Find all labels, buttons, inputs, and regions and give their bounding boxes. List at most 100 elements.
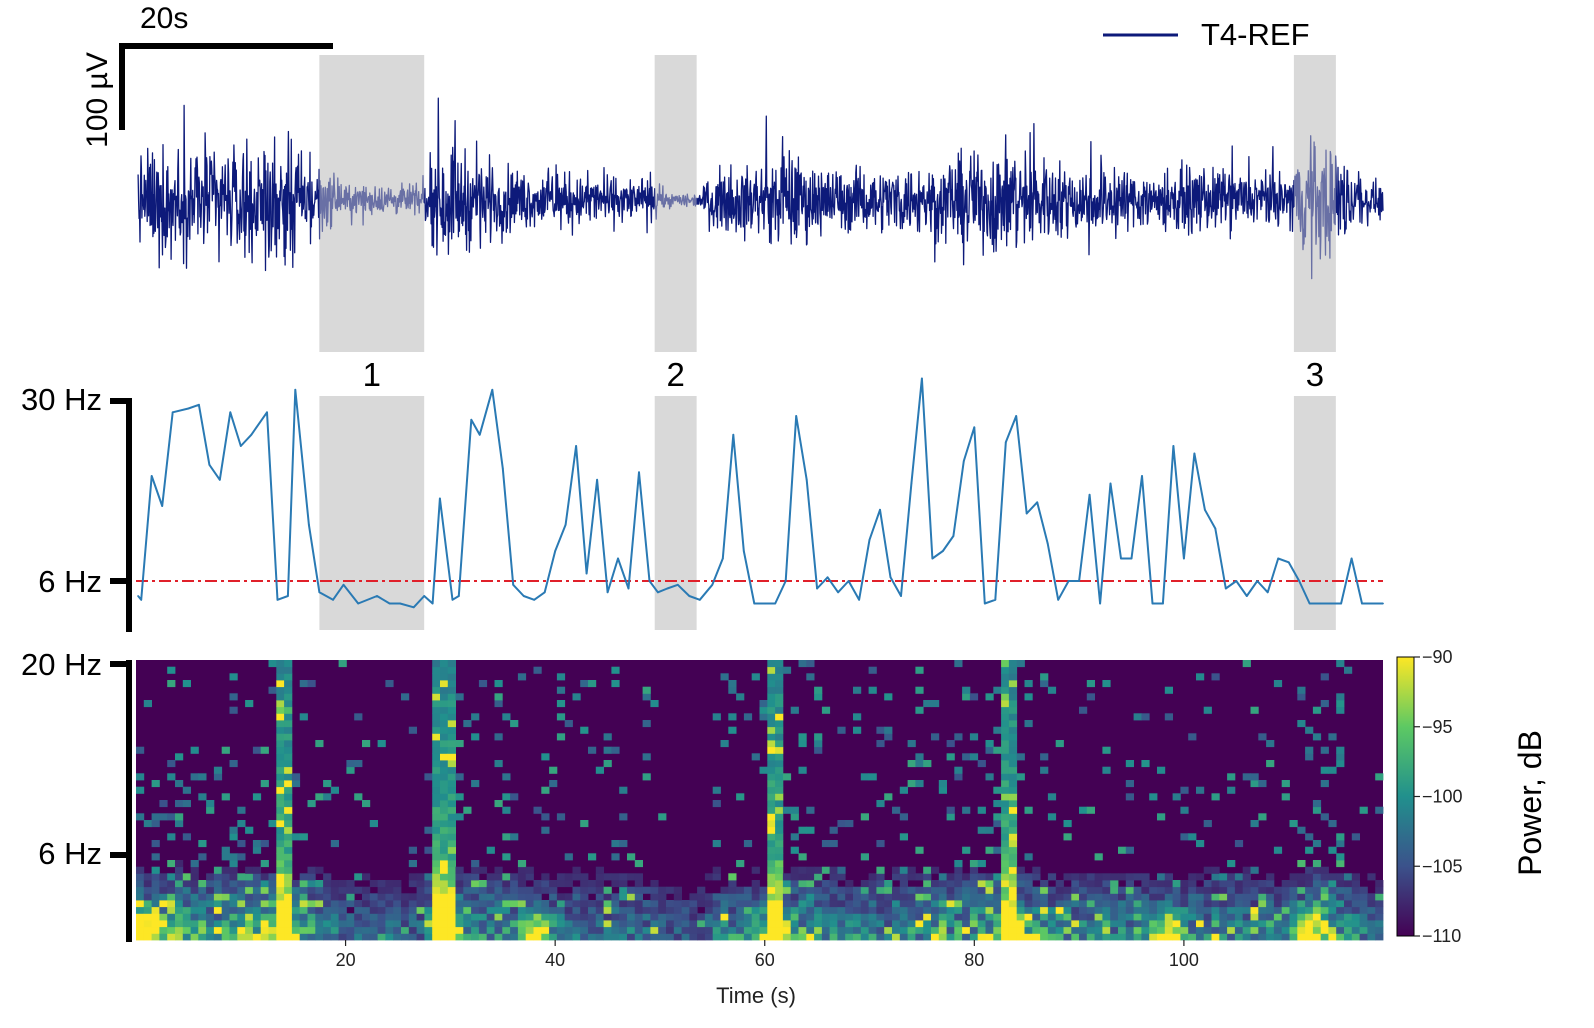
spectrogram-cell [229,893,238,901]
spectrogram-cell [603,933,612,941]
spectrogram-cell [767,673,776,681]
spectrogram-cell [1040,906,1049,914]
spectrogram-cell [868,880,877,888]
spectrogram-cell [432,700,441,708]
spectrogram-cell [299,893,308,901]
freq-point [858,598,860,601]
spectrogram-cell [728,713,737,721]
spectrogram-cell [1196,786,1205,794]
spectrogram-cell [673,906,682,914]
spectrogram-cell [743,926,753,934]
spectrogram-cell [432,893,441,901]
spectrogram-cell [401,926,410,934]
spectrogram-cell [299,833,308,841]
spectrogram-cell [759,893,768,901]
spectrogram-cell [182,786,191,794]
spectrogram-cell [432,706,441,714]
spectrogram-cell [1157,906,1166,914]
spectrogram-cell [447,933,456,941]
spectrogram-cell [837,893,846,901]
spectrogram-cell [775,826,784,834]
spectrogram-cell [814,933,823,941]
spectrogram-cell [1008,686,1018,694]
spectrogram-cell [237,933,246,941]
spectrogram-cell [315,793,324,801]
spectrogram-cell [1211,873,1220,881]
spectrogram-cell [463,913,472,921]
spectrogram-cell [1055,880,1064,888]
spectrogram-cell [440,800,449,808]
spectrogram-cell [447,680,456,688]
spectrogram-cell [1320,893,1329,901]
spectrogram-cell [1188,880,1197,888]
spectrogram-cell [1157,813,1166,821]
spectrogram-cell [424,913,433,921]
spectrogram-cell [1211,886,1220,894]
spectrogram-cell [136,746,145,754]
spectrogram-cell [1016,880,1025,888]
spectrogram-cell [299,680,308,688]
spectrogram-cell [486,906,495,914]
spectrogram-cell [1032,920,1041,928]
spectrogram-cell [276,933,285,941]
spectrogram-cell [486,846,495,854]
spectrogram-cell [556,733,566,741]
spectrogram-cell [440,840,449,848]
spectrogram-cell [712,906,721,914]
spectrogram-cell [1344,900,1353,908]
spectrogram-cell [634,860,643,868]
spectrogram-cell [136,906,145,914]
spectrogram-cell [946,880,955,888]
spectrogram-cell [1047,873,1057,881]
spectrogram-cell [767,920,776,928]
spectrogram-cell [1312,900,1322,908]
spectrogram-cell [143,913,152,921]
spectrogram-cell [143,906,152,914]
spectrogram-cell [494,800,503,808]
spectrogram-cell [681,900,690,908]
spectrogram-cell [1242,926,1251,934]
freq-point [742,550,745,552]
spectrogram-cell [1266,900,1275,908]
spectrogram-cell [463,806,472,814]
spectrogram-cell [1016,926,1025,934]
spectrogram-cell [385,893,394,901]
spectrogram-cell [221,933,230,941]
spectrogram-cell [541,813,550,821]
spectrogram-cell [198,913,207,921]
spectrogram-cell [969,880,979,888]
spectrogram-cell [1258,920,1267,928]
spectrogram-cell [167,906,176,914]
spectrogram-cell [892,900,901,908]
freq-point [676,583,679,586]
spectrogram-cell [1047,886,1057,894]
spectrogram-cell [627,933,636,941]
spectrogram-cell [603,913,612,921]
spectrogram-cell [1188,906,1197,914]
spectrogram-cell [1258,926,1267,934]
spectrogram-cell [1008,840,1018,848]
spectrogram-cell [728,880,737,888]
spectrogram-cell [338,660,347,668]
spectrogram-cell [1266,880,1275,888]
spectrogram-cell [182,906,191,914]
spectrogram-cell [697,920,706,928]
spectrogram-cell [1344,933,1353,941]
freq-highlight-group [319,396,1336,630]
spectrogram-cell [276,886,285,894]
spectrogram-cell [782,913,792,921]
spectrogram-cell [1250,913,1259,921]
spectrogram-cell [229,926,238,934]
spectrogram-cell [1001,886,1010,894]
spectrogram-cell [666,900,675,908]
spectrogram-cell [221,866,230,874]
spectrogram-cell [556,673,566,681]
spectrogram-cell [276,800,285,808]
spectrogram-cell [284,833,293,841]
spectrogram-cell [704,926,714,934]
spectrogram-cell [736,920,745,928]
spectrogram-cell [533,666,542,674]
spectrogram-cell [1234,920,1244,928]
freq-point [942,550,944,552]
spectrogram-cell [447,800,456,808]
